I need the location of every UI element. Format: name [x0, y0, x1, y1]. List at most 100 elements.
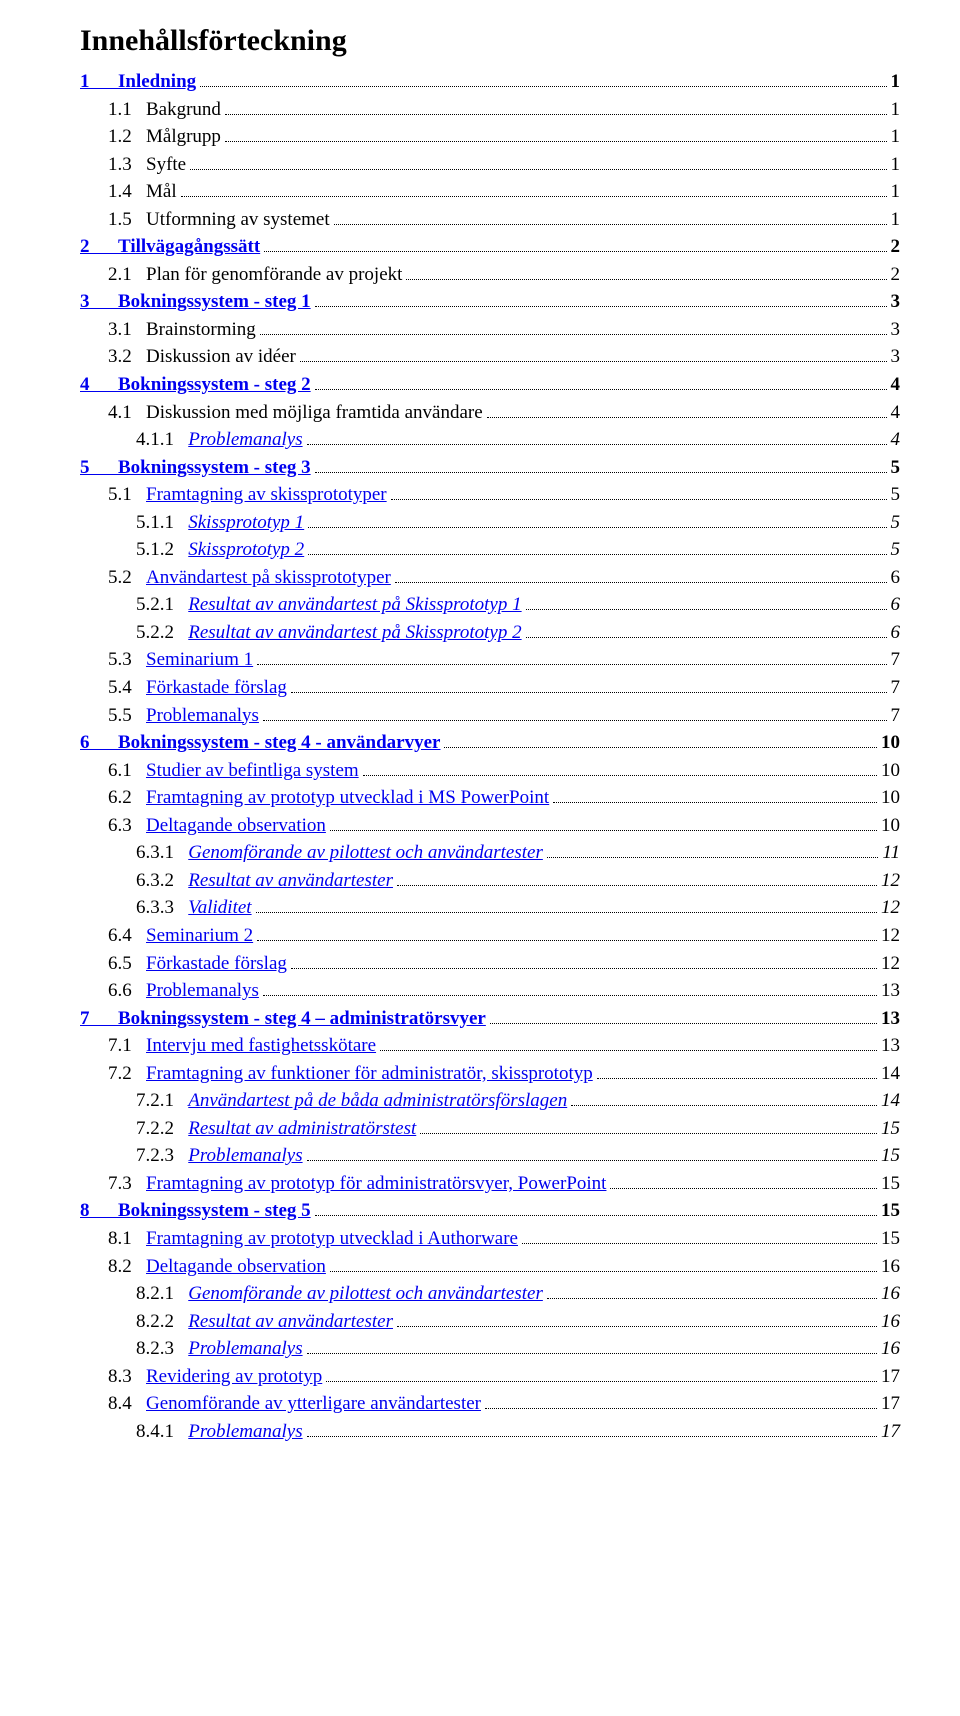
toc-entry-label[interactable]: Framtagning av prototyp utvecklad i MS P… — [146, 784, 549, 812]
toc-entry-label[interactable]: Seminarium 2 — [146, 922, 253, 950]
toc-entry: 5.1.2 Skissprototyp 25 — [80, 536, 900, 564]
toc-entry-number[interactable]: 6 — [80, 729, 118, 757]
toc-entry-label[interactable]: Resultat av användartest på Skissprototy… — [188, 619, 521, 647]
toc-entry-label[interactable]: Genomförande av pilottest och användarte… — [188, 1280, 543, 1308]
toc-entry: 5.1.1 Skissprototyp 15 — [80, 509, 900, 537]
toc-entry-number[interactable]: 8 — [80, 1197, 118, 1225]
toc-entry-label[interactable]: Validitet — [188, 894, 251, 922]
toc-leader — [522, 1226, 877, 1244]
toc-entry-label[interactable]: Seminarium 1 — [146, 646, 253, 674]
toc-entry: 6 Bokningssystem - steg 4 - användarvyer… — [80, 729, 900, 757]
toc-entry-label[interactable]: Skissprototyp 1 — [188, 509, 304, 537]
toc-entry-label[interactable]: Deltagande observation — [146, 812, 326, 840]
toc-entry-label[interactable]: Användartest på de båda administratörsfö… — [188, 1087, 567, 1115]
toc-entry: 7 Bokningssystem - steg 4 – administratö… — [80, 1005, 900, 1033]
toc-entry: 4 Bokningssystem - steg 24 — [80, 371, 900, 399]
toc-entry-label[interactable]: Tillvägagångssätt — [118, 233, 260, 261]
toc-entry-page: 13 — [881, 977, 900, 1005]
toc-leader — [300, 344, 887, 362]
toc-leader — [490, 1006, 877, 1024]
toc-entry-label[interactable]: Bokningssystem - steg 3 — [118, 454, 311, 482]
toc-leader — [307, 1336, 877, 1354]
toc-entry-number[interactable]: 4 — [80, 371, 118, 399]
toc-entry-label[interactable]: Intervju med fastighetsskötare — [146, 1032, 376, 1060]
toc-leader — [308, 510, 886, 528]
toc-entry-page: 12 — [881, 922, 900, 950]
toc-entry-label[interactable]: Bokningssystem - steg 2 — [118, 371, 311, 399]
toc-entry-number[interactable]: 2 — [80, 233, 118, 261]
toc-entry-label[interactable]: Problemanalys — [188, 1418, 302, 1446]
toc-entry-number: 8.2 — [108, 1253, 146, 1281]
toc-entry-label[interactable]: Resultat av användartester — [188, 1308, 393, 1336]
toc-entry-label[interactable]: Framtagning av prototyp utvecklad i Auth… — [146, 1225, 518, 1253]
toc-leader — [553, 785, 877, 803]
toc-entry-label[interactable]: Bokningssystem - steg 4 – administratörs… — [118, 1005, 486, 1033]
toc-leader — [571, 1088, 877, 1106]
toc-entry-page: 1 — [891, 96, 901, 124]
toc-entry-number: 5.1 — [108, 481, 146, 509]
toc-entry-number[interactable]: 5 — [80, 454, 118, 482]
toc-entry-label[interactable]: Bokningssystem - steg 5 — [118, 1197, 311, 1225]
toc-entry-page: 2 — [891, 261, 901, 289]
toc-entry-label[interactable]: Problemanalys — [146, 977, 259, 1005]
toc-entry-label[interactable]: Genomförande av ytterligare användartest… — [146, 1390, 481, 1418]
toc-entry-number[interactable]: 7 — [80, 1005, 118, 1033]
toc-entry-number: 5.1.2 — [136, 536, 188, 564]
toc-entry-page: 1 — [891, 206, 901, 234]
toc-entry-label[interactable]: Resultat av administratörstest — [188, 1115, 416, 1143]
toc-entry-label[interactable]: Studier av befintliga system — [146, 757, 359, 785]
toc-entry-page: 10 — [881, 812, 900, 840]
toc-entry-number: 8.1 — [108, 1225, 146, 1253]
toc-entry: 8.2.1 Genomförande av pilottest och anvä… — [80, 1280, 900, 1308]
toc-entry-label[interactable]: Revidering av prototyp — [146, 1363, 322, 1391]
toc-entry: 8.2.2 Resultat av användartester16 — [80, 1308, 900, 1336]
toc-entry-label[interactable]: Framtagning av prototyp för administratö… — [146, 1170, 606, 1198]
toc-entry-number: 7.2.3 — [136, 1142, 188, 1170]
toc-entry-label[interactable]: Problemanalys — [188, 426, 302, 454]
toc-entry-page: 17 — [881, 1363, 900, 1391]
toc-entry-number: 8.4.1 — [136, 1418, 188, 1446]
toc-entry-label[interactable]: Framtagning av funktioner för administra… — [146, 1060, 593, 1088]
toc-entry-label[interactable]: Genomförande av pilottest och användarte… — [188, 839, 543, 867]
toc-entry: 7.2 Framtagning av funktioner för admini… — [80, 1060, 900, 1088]
toc-entry-label[interactable]: Användartest på skissprototyper — [146, 564, 391, 592]
toc-entry-number: 7.2.1 — [136, 1087, 188, 1115]
toc-entry-number[interactable]: 1 — [80, 68, 118, 96]
toc-entry-label[interactable]: Bokningssystem - steg 1 — [118, 288, 311, 316]
toc-entry-label[interactable]: Resultat av användartest på Skissprototy… — [188, 591, 521, 619]
toc-entry-number[interactable]: 3 — [80, 288, 118, 316]
toc-entry-label[interactable]: Problemanalys — [188, 1335, 302, 1363]
toc-leader — [547, 1281, 877, 1299]
toc-entry-label[interactable]: Resultat av användartester — [188, 867, 393, 895]
toc-entry-label[interactable]: Bokningssystem - steg 4 - användarvyer — [118, 729, 440, 757]
toc-entry-number: 5.1.1 — [136, 509, 188, 537]
toc-entry-label[interactable]: Förkastade förslag — [146, 950, 287, 978]
toc-entry-number: 6.3 — [108, 812, 146, 840]
toc-leader — [315, 372, 887, 390]
toc-leader — [260, 317, 887, 335]
toc-entry-label[interactable]: Framtagning av skissprototyper — [146, 481, 387, 509]
toc-entry-page: 4 — [891, 399, 901, 427]
toc-entry: 5.2 Användartest på skissprototyper6 — [80, 564, 900, 592]
toc-leader — [610, 1171, 877, 1189]
toc-entry-page: 1 — [891, 178, 901, 206]
toc-entry-page: 10 — [881, 784, 900, 812]
toc-entry-label[interactable]: Problemanalys — [188, 1142, 302, 1170]
toc-entry-label[interactable]: Problemanalys — [146, 702, 259, 730]
toc-entry: 7.2.3 Problemanalys15 — [80, 1142, 900, 1170]
toc-entry-page: 15 — [881, 1115, 900, 1143]
toc-entry-label[interactable]: Skissprototyp 2 — [188, 536, 304, 564]
toc-entry: 3 Bokningssystem - steg 13 — [80, 288, 900, 316]
toc-leader — [315, 1198, 877, 1216]
toc-leader — [363, 758, 877, 776]
toc-leader — [291, 950, 877, 968]
toc-entry-page: 7 — [891, 646, 901, 674]
toc-entry-label[interactable]: Inledning — [118, 68, 196, 96]
toc-entry-page: 1 — [891, 151, 901, 179]
toc-entry-page: 17 — [881, 1390, 900, 1418]
toc-entry-label[interactable]: Deltagande observation — [146, 1253, 326, 1281]
toc-entry-number: 7.3 — [108, 1170, 146, 1198]
toc-leader — [225, 96, 887, 114]
toc-entry-number: 8.2.1 — [136, 1280, 188, 1308]
toc-entry-label[interactable]: Förkastade förslag — [146, 674, 287, 702]
